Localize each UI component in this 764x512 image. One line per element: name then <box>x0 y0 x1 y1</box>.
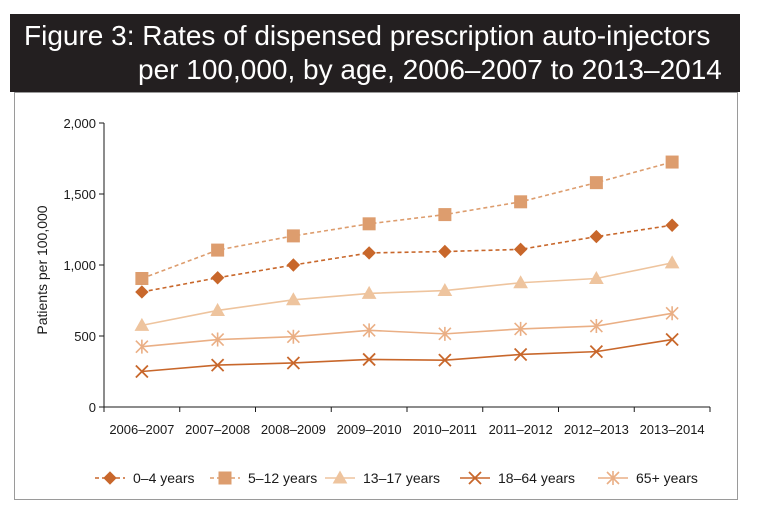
data-point <box>438 244 452 259</box>
data-point <box>589 176 603 190</box>
series-2 <box>135 155 679 285</box>
chart-legend: 0–4 years 5–12 years 13–17 years 18–64 year… <box>95 470 698 486</box>
legend-item: 65+ years <box>598 470 698 486</box>
chart-series <box>134 155 680 379</box>
data-point <box>665 332 679 347</box>
data-point <box>437 283 453 297</box>
chart-axes: 0 500 1,000 1,500 2,000 2006–2007 2007–2008 200… <box>63 116 711 437</box>
series-line <box>141 224 673 293</box>
data-point <box>286 229 300 243</box>
data-point <box>362 352 376 367</box>
data-point <box>135 364 149 379</box>
figure-title-line2: per 100,000, by age, 2006–2007 to 2013–2… <box>138 54 722 85</box>
x-tick-label: 2010–2011 <box>413 422 477 437</box>
data-point <box>438 208 452 222</box>
y-tick-label: 0 <box>89 400 96 415</box>
data-point <box>286 292 301 306</box>
y-tick-label: 500 <box>74 329 96 344</box>
data-point <box>210 271 225 285</box>
y-tick-label: 1,000 <box>63 258 96 273</box>
data-point <box>286 356 301 370</box>
data-point <box>135 339 149 354</box>
legend-item: 0–4 years <box>95 470 194 486</box>
data-point <box>286 258 301 272</box>
data-point <box>589 319 603 334</box>
x-tick-label: 2008–2009 <box>261 422 326 437</box>
data-point <box>513 347 528 362</box>
data-point <box>211 243 225 257</box>
legend-item: 18–64 years <box>460 470 575 486</box>
data-point <box>665 306 679 321</box>
data-point <box>211 332 225 347</box>
legend-marker <box>332 470 348 484</box>
series-1 <box>135 218 679 299</box>
series-5 <box>135 306 679 354</box>
legend-label: 13–17 years <box>363 470 440 486</box>
series-4 <box>135 332 679 379</box>
data-point <box>362 323 376 338</box>
y-tick-label: 1,500 <box>63 187 96 202</box>
data-point <box>135 285 149 299</box>
x-tick-label: 2006–2007 <box>109 422 174 437</box>
legend-marker <box>103 471 117 485</box>
data-point <box>514 321 528 336</box>
figure-title-bar: Figure 3: Rates of dispensed prescriptio… <box>10 14 740 92</box>
legend-label: 65+ years <box>636 470 698 486</box>
x-tick-label: 2013–2014 <box>640 422 705 437</box>
legend-marker <box>218 471 232 485</box>
data-point <box>135 271 149 285</box>
data-point <box>362 246 376 260</box>
x-tick-label: 2012–2013 <box>564 422 629 437</box>
series-line <box>141 262 673 327</box>
series-line <box>141 312 673 348</box>
data-point <box>210 302 225 316</box>
data-point <box>210 358 225 372</box>
series-line <box>141 338 673 373</box>
data-point <box>362 217 376 231</box>
legend-label: 0–4 years <box>133 470 194 486</box>
series-3 <box>134 255 680 331</box>
figure-title-line1: Figure 3: Rates of dispensed prescriptio… <box>24 20 711 51</box>
data-point <box>438 326 452 341</box>
data-point <box>665 155 679 169</box>
chart-frame <box>14 92 738 500</box>
data-point <box>513 242 528 257</box>
legend-item: 13–17 years <box>325 470 440 486</box>
data-point <box>361 285 377 299</box>
y-axis-label: Patients per 100,000 <box>34 205 50 334</box>
data-point <box>514 195 528 209</box>
data-point <box>665 218 679 232</box>
data-point <box>664 255 680 269</box>
data-point <box>438 353 452 367</box>
data-point <box>589 344 604 359</box>
legend-label: 5–12 years <box>248 470 317 486</box>
series-line <box>141 161 673 280</box>
legend-label: 18–64 years <box>498 470 575 486</box>
legend-marker <box>606 471 620 485</box>
legend-item: 5–12 years <box>210 470 317 486</box>
data-point <box>589 270 604 284</box>
x-tick-label: 2011–2012 <box>489 422 553 437</box>
data-point <box>134 317 150 331</box>
x-tick-label: 2007–2008 <box>185 422 250 437</box>
legend-marker <box>468 471 482 485</box>
data-point <box>589 229 604 244</box>
data-point <box>513 275 528 289</box>
y-tick-label: 2,000 <box>63 116 96 131</box>
x-tick-label: 2009–2010 <box>337 422 402 437</box>
data-point <box>286 329 300 344</box>
